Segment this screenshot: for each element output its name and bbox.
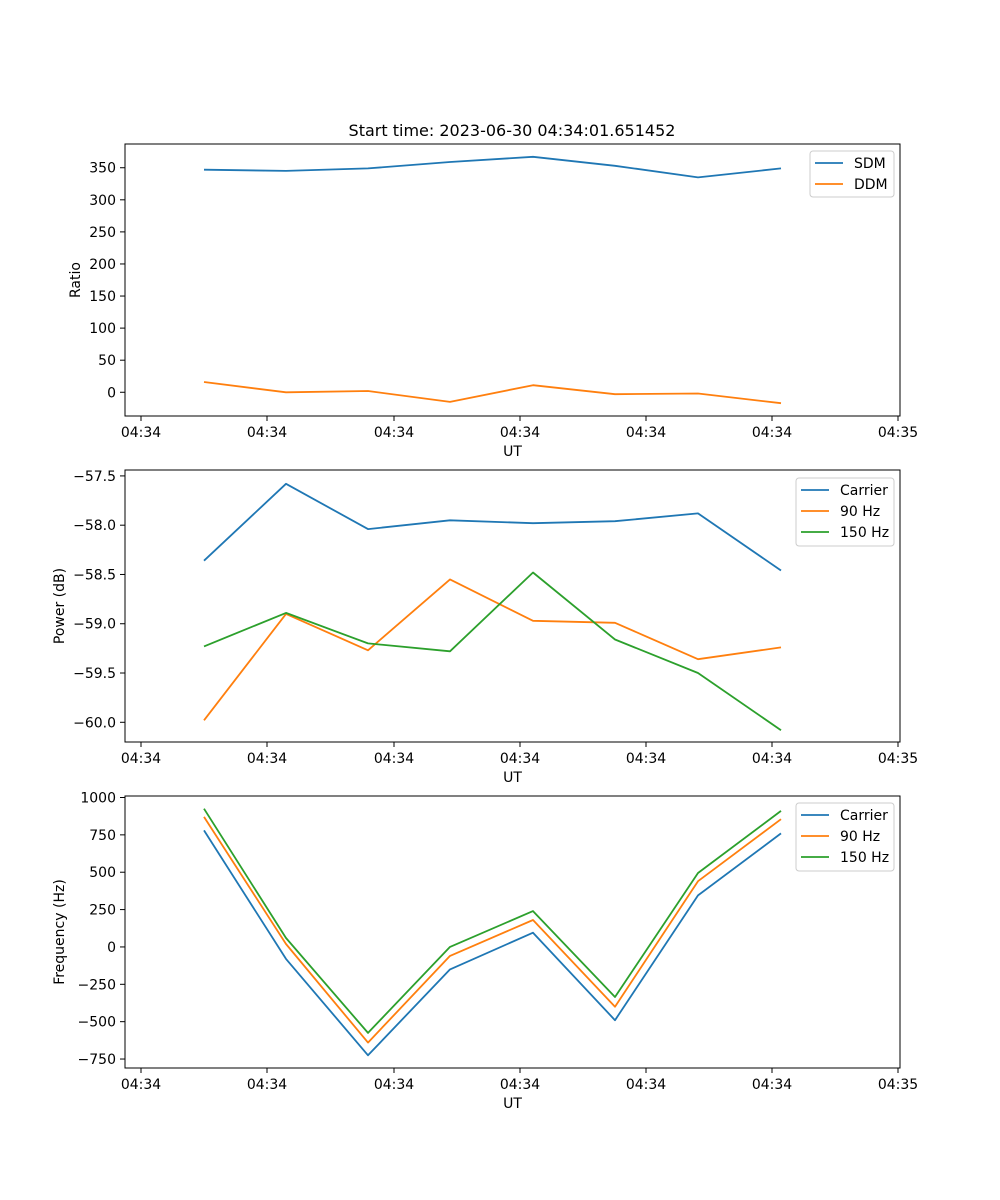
y-tick-label: −250 [78,977,116,993]
y-tick-label: −500 [78,1015,116,1031]
x-tick-label: 04:34 [247,751,287,767]
y-axis-label: Frequency (Hz) [52,879,68,985]
series-line-ddm [203,381,782,405]
y-tick-label: 0 [107,385,116,401]
x-tick-label: 04:34 [374,1077,414,1093]
x-tick-label: 04:35 [878,1077,918,1093]
legend-box [795,802,895,872]
chart-panel-2: 04:34 04:34 04:34 04:34 04:34 04:34 04:35 −57.5… [52,469,918,786]
legend-label: SDM [854,156,886,172]
legend: Carrier 90 Hz 150 Hz [795,802,895,872]
legend-label: DDM [854,177,888,193]
x-tick-label: 04:34 [121,425,161,441]
x-axis-label: UT [503,770,522,786]
y-tick-label: 500 [89,865,116,881]
x-tick-label: 04:35 [878,425,918,441]
legend-label: 90 Hz [840,829,880,845]
y-tick-label: 0 [107,940,116,956]
x-tick-label: 04:34 [752,751,792,767]
x-tick-label: 04:35 [878,751,918,767]
x-tick-label: 04:34 [247,1077,287,1093]
y-tick-label: −59.0 [73,617,116,633]
x-tick-label: 04:34 [121,751,161,767]
y-tick-label: −58.5 [73,567,116,583]
series-line-carrier [203,482,782,572]
y-tick-label: 750 [89,828,116,844]
legend-label: 90 Hz [840,504,880,520]
series-line-90-hz [203,816,782,1044]
series-line-150-hz [203,571,782,731]
y-tick-label: 250 [89,225,116,241]
x-tick-label: 04:34 [500,425,540,441]
x-tick-label: 04:34 [626,751,666,767]
series-line-sdm [203,155,782,179]
y-tick-label: 350 [89,161,116,177]
y-tick-label: 100 [89,321,116,337]
y-tick-label: −58.0 [73,518,116,534]
x-axis-label: UT [503,444,522,460]
y-tick-label: 150 [89,289,116,305]
y-tick-label: −57.5 [73,469,116,485]
legend-box [795,477,895,547]
series-line-90-hz [203,578,782,721]
y-axis-label: Power (dB) [52,568,68,644]
x-tick-label: 04:34 [374,425,414,441]
legend: SDM DDM [809,150,895,198]
y-tick-label: 300 [89,193,116,209]
y-tick-label: 250 [89,903,116,919]
y-tick-label: 50 [98,353,116,369]
y-tick-label: −60.0 [73,715,116,731]
y-tick-label: 1000 [80,790,116,806]
legend-label: Carrier [840,808,888,824]
x-tick-label: 04:34 [752,1077,792,1093]
legend-label: Carrier [840,483,888,499]
legend-label: 150 Hz [840,525,889,541]
legend: Carrier 90 Hz 150 Hz [795,477,895,547]
chart-panel-3: 04:34 04:34 04:34 04:34 04:34 04:34 04:35 1000 7… [52,790,918,1112]
x-tick-label: 04:34 [626,425,666,441]
series-line-150-hz [203,808,782,1034]
x-axis-label: UT [503,1096,522,1112]
x-tick-label: 04:34 [374,751,414,767]
x-tick-label: 04:34 [500,1077,540,1093]
figure-title: Start time: 2023-06-30 04:34:01.651452 [349,121,676,140]
y-tick-label: 200 [89,257,116,273]
x-tick-label: 04:34 [247,425,287,441]
legend-label: 150 Hz [840,850,889,866]
axes-frame [124,469,901,743]
chart-panel-1: 04:34 04:34 04:34 04:34 04:34 04:34 04:35 0 50 10… [68,143,918,460]
y-axis-label: Ratio [68,262,84,298]
y-tick-label: −59.5 [73,666,116,682]
x-tick-label: 04:34 [121,1077,161,1093]
y-tick-label: −750 [78,1052,116,1068]
x-tick-label: 04:34 [626,1077,666,1093]
x-tick-label: 04:34 [500,751,540,767]
axes-frame [124,795,901,1069]
axes-frame [124,143,901,417]
series-line-carrier [203,829,782,1057]
x-tick-label: 04:34 [752,425,792,441]
